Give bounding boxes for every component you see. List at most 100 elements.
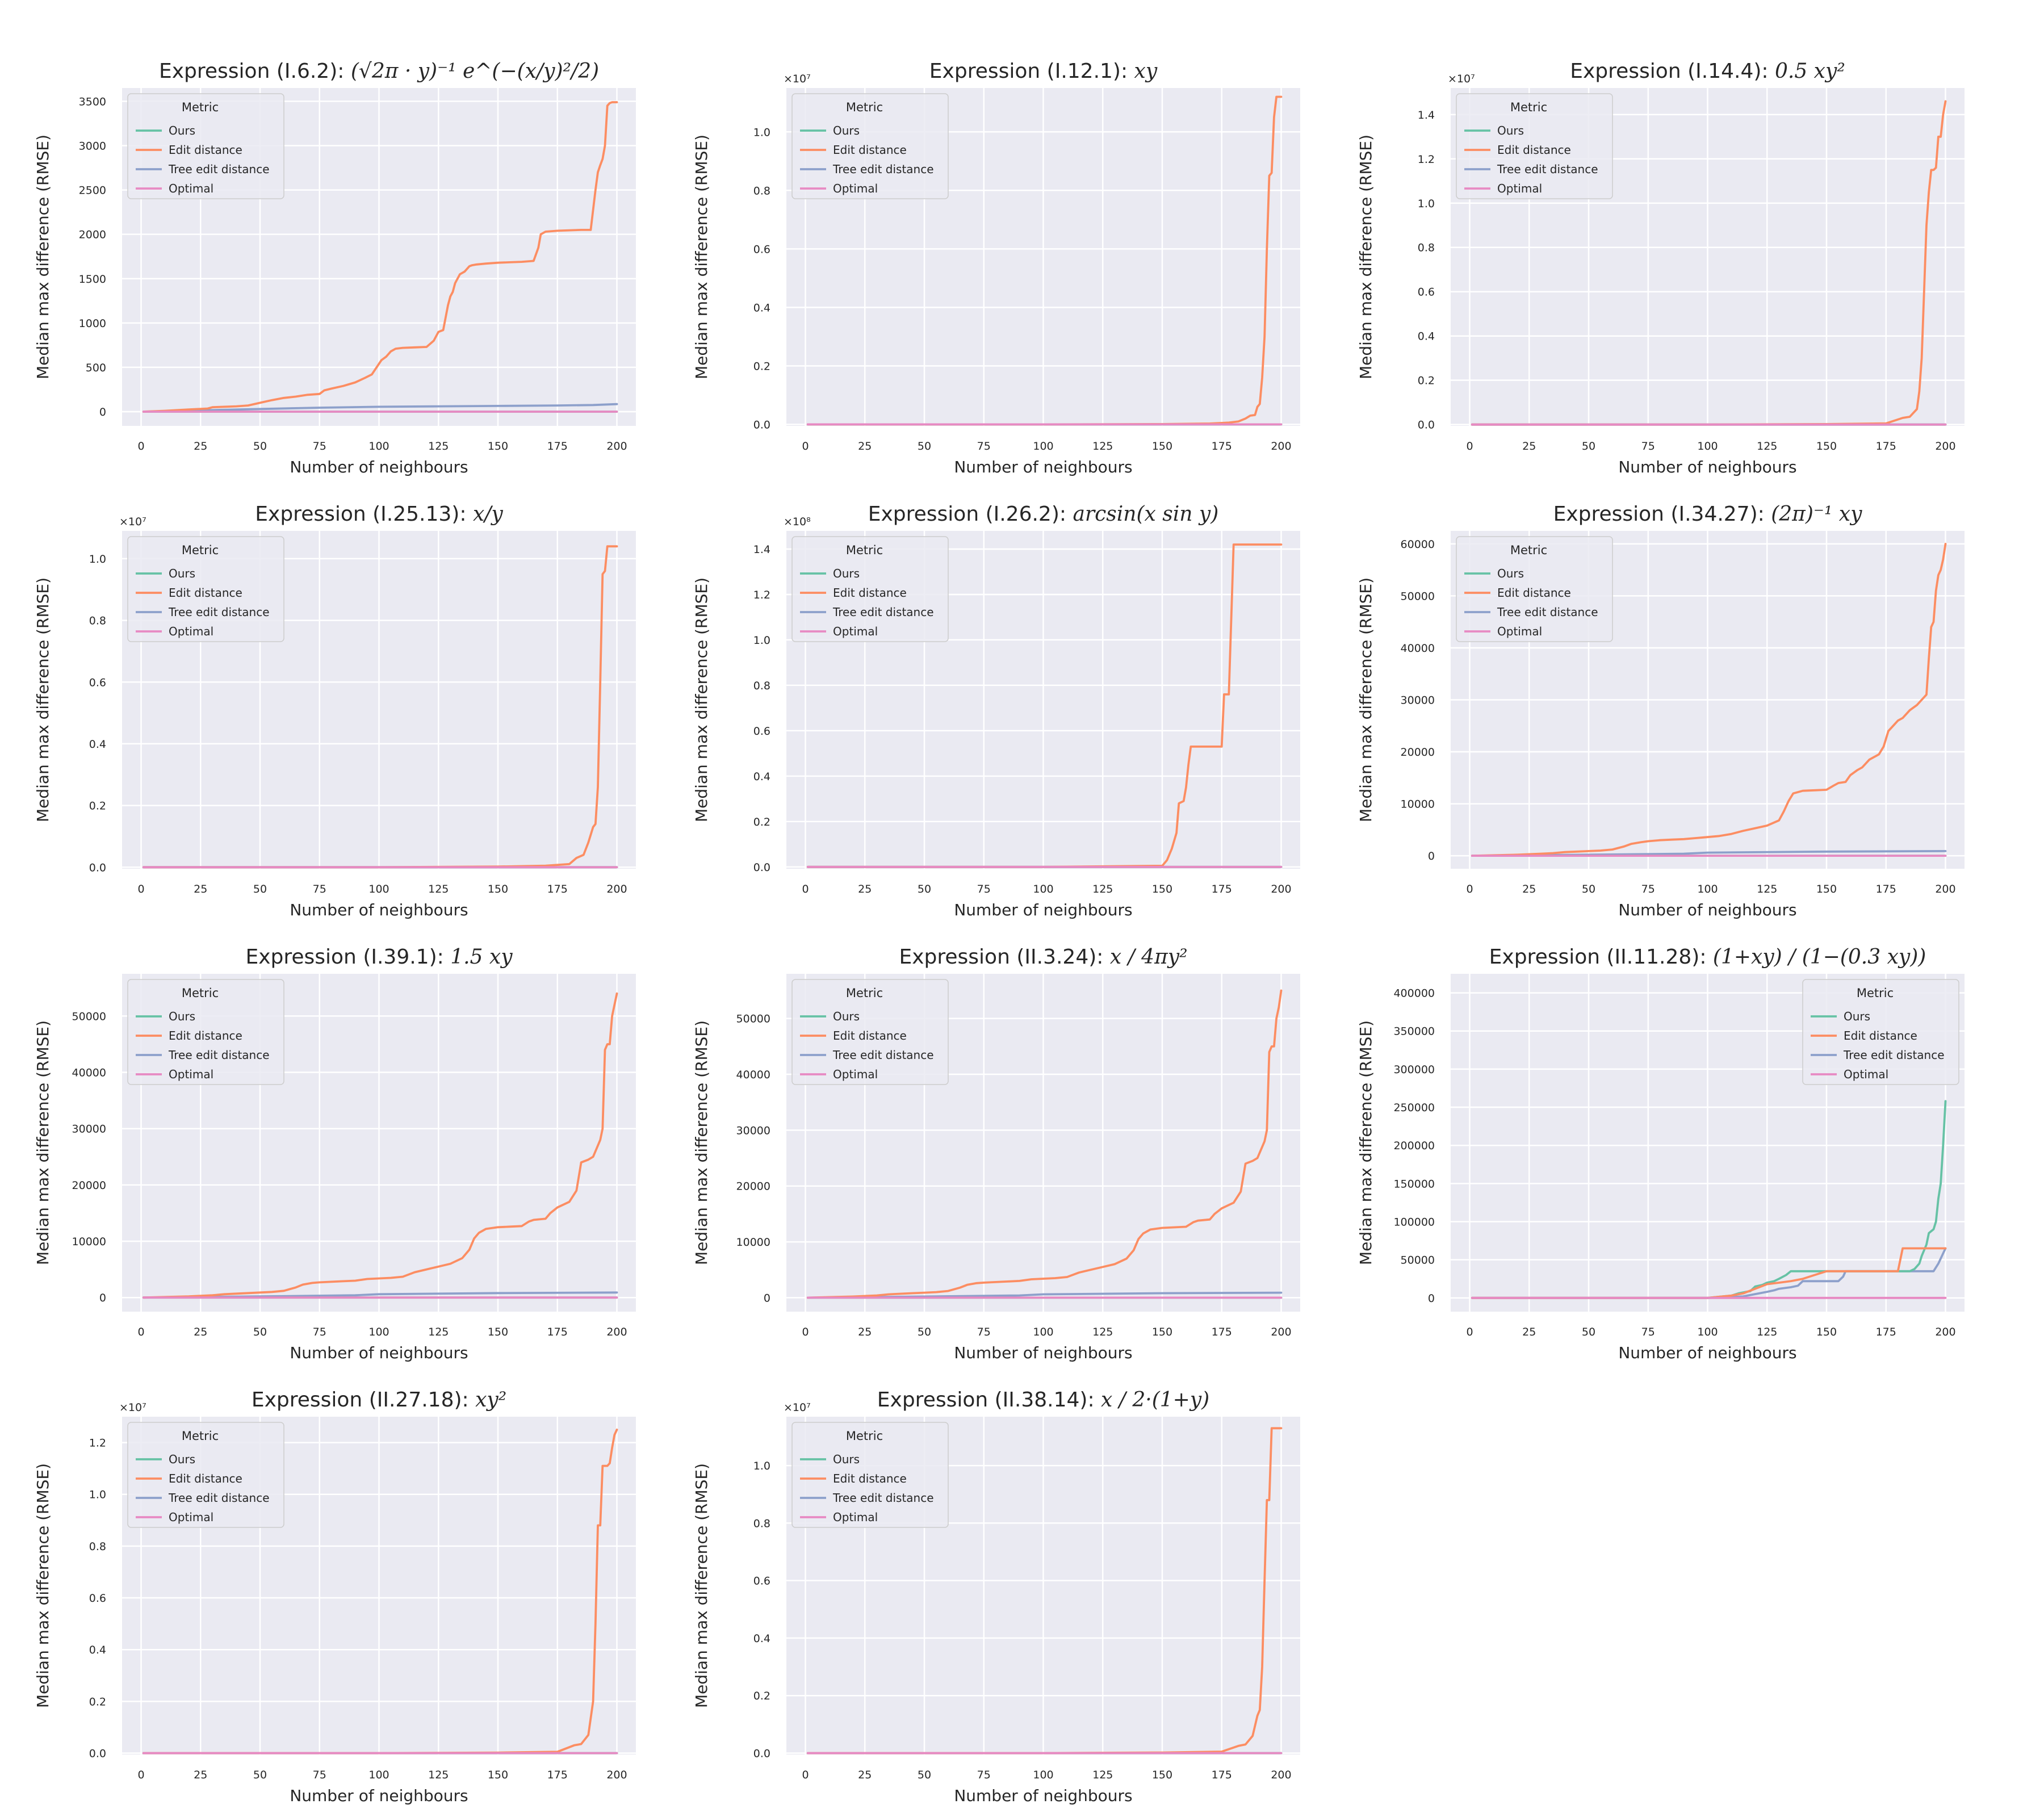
legend-title: Metric (846, 543, 883, 557)
x-tick-label: 75 (313, 883, 326, 895)
legend: Metric Ours Edit distance Tree edit distanc… (791, 1422, 949, 1528)
legend-entry: Ours (169, 567, 195, 580)
x-tick-label: 150 (488, 1326, 508, 1338)
x-axis-label: Number of neighbours (290, 901, 468, 919)
x-tick-label: 200 (606, 1326, 627, 1338)
y-tick-label: 0.8 (89, 615, 106, 627)
y-tick-label: 3000 (79, 140, 106, 153)
chart-panel-11: 0 25 50 75 100 125 150 175 200 0.0 0.2 0.4 0.6 0.8 1.0… (692, 1388, 1300, 1805)
x-tick-label: 175 (1212, 440, 1232, 453)
x-tick-label: 0 (1466, 883, 1473, 895)
legend-entry: Tree edit distance (1497, 605, 1598, 619)
chart-title: Expression (I.25.13): x/y (255, 503, 503, 526)
y-tick-label: 0 (764, 1292, 770, 1304)
legend-title: Metric (182, 101, 219, 114)
x-axis-label: Number of neighbours (954, 458, 1132, 476)
y-tick-label: 0.0 (1418, 419, 1435, 432)
x-tick-label: 100 (1697, 1326, 1718, 1338)
y-tick-label: 0.6 (1418, 286, 1435, 299)
chart-title-formula: xy² (475, 1388, 506, 1412)
x-tick-label: 0 (1466, 1326, 1473, 1338)
y-axis-label: Median max difference (RMSE) (33, 1020, 52, 1265)
x-tick-label: 0 (137, 883, 144, 895)
legend-entry: Ours (1497, 124, 1524, 137)
chart-title-label: Expression (II.38.14): (877, 1388, 1101, 1412)
x-tick-label: 50 (918, 1326, 931, 1338)
x-tick-label: 100 (368, 1326, 389, 1338)
legend-box (127, 536, 284, 642)
legend-entry: Tree edit distance (832, 605, 934, 619)
legend-entry: Tree edit distance (168, 605, 270, 619)
chart-title: Expression (II.38.14): x / 2·(1+y) (877, 1388, 1209, 1412)
legend-entry: Optimal (169, 182, 213, 195)
x-tick-label: 100 (1033, 1326, 1053, 1338)
x-tick-label: 100 (1033, 1769, 1053, 1781)
y-tick-label: 0.6 (753, 243, 770, 256)
y-tick-label: 0.6 (753, 725, 770, 738)
y-offset-label: ×10⁸ (784, 516, 811, 528)
legend-title: Metric (1857, 986, 1894, 1000)
legend-entry: Ours (169, 1010, 195, 1023)
x-tick-label: 200 (606, 440, 627, 453)
series-line-tree-edit-distance (1471, 1247, 1947, 1299)
chart-title-formula: x / 4πy² (1110, 945, 1188, 969)
legend-entry: Edit distance (833, 143, 907, 157)
chart-title-label: Expression (I.6.2): (159, 60, 351, 83)
chart-title-formula: (√2π · y)⁻¹ e^(−(x/y)²/2) (351, 60, 599, 83)
chart-title-label: Expression (II.3.24): (899, 945, 1109, 969)
x-axis-label: Number of neighbours (954, 901, 1132, 919)
chart-panel-10: 0 25 50 75 100 125 150 175 200 0.0 0.2 0.4 0.6 0.8 1.0… (33, 1388, 636, 1805)
legend-entry: Optimal (1844, 1067, 1888, 1081)
x-tick-label: 200 (1271, 1769, 1291, 1781)
chart-panel-9: 0 25 50 75 100 125 150 175 200 0 50000 100000 150000… (1356, 945, 1965, 1362)
series-line-edit-distance (1471, 543, 1947, 857)
x-tick-label: 150 (1152, 1326, 1172, 1338)
x-tick-label: 125 (1092, 1769, 1113, 1781)
legend-box (791, 93, 949, 199)
x-tick-label: 0 (137, 440, 144, 453)
legend-entry: Ours (1497, 567, 1524, 580)
y-tick-label: 20000 (736, 1180, 770, 1193)
y-tick-label: 3500 (79, 95, 106, 108)
legend: Metric Ours Edit distance Tree edit distanc… (127, 536, 284, 642)
y-tick-label: 0.4 (753, 771, 770, 783)
x-tick-label: 75 (977, 1326, 991, 1338)
x-tick-label: 50 (918, 1769, 931, 1781)
x-tick-label: 125 (428, 440, 449, 453)
y-tick-label: 10000 (1401, 798, 1435, 811)
y-tick-label: 30000 (1401, 694, 1435, 707)
series-line-edit-distance (142, 101, 618, 413)
legend-entry: Optimal (833, 625, 878, 638)
x-tick-label: 175 (1212, 883, 1232, 895)
legend: Metric Ours Edit distance Tree edit distanc… (791, 979, 949, 1085)
legend-entry: Edit distance (169, 1029, 242, 1043)
x-tick-label: 125 (1757, 1326, 1777, 1338)
y-tick-label: 350000 (1393, 1025, 1435, 1038)
x-tick-label: 50 (1582, 1326, 1595, 1338)
x-tick-label: 25 (194, 1769, 207, 1781)
y-tick-label: 0.4 (753, 302, 770, 314)
x-tick-label: 50 (253, 440, 267, 453)
y-tick-label: 500 (86, 362, 106, 374)
x-tick-label: 125 (428, 1326, 449, 1338)
y-tick-label: 20000 (1401, 746, 1435, 759)
legend-entry: Edit distance (169, 143, 242, 157)
y-tick-label: 50000 (1401, 590, 1435, 602)
legend-entry: Optimal (1497, 182, 1542, 195)
x-tick-label: 175 (1876, 883, 1896, 895)
x-tick-label: 100 (1697, 883, 1718, 895)
legend: Metric Ours Edit distance Tree edit distanc… (127, 979, 284, 1085)
y-tick-label: 0.8 (753, 185, 770, 197)
y-tick-label: 1.2 (1418, 153, 1435, 166)
x-tick-label: 75 (313, 1326, 326, 1338)
y-tick-label: 0.0 (89, 861, 106, 874)
chart-title: Expression (I.26.2): arcsin(x sin y) (868, 503, 1219, 526)
x-axis-label: Number of neighbours (290, 1343, 468, 1362)
y-tick-label: 40000 (736, 1069, 770, 1081)
y-tick-label: 0.8 (1418, 242, 1435, 254)
legend: Metric Ours Edit distance Tree edit distanc… (127, 1422, 284, 1528)
chart-title-formula: (1+xy) / (1−(0.3 xy)) (1713, 945, 1926, 969)
legend-title: Metric (1510, 543, 1547, 557)
y-tick-label: 2000 (79, 229, 106, 241)
legend: Metric Ours Edit distance Tree edit distanc… (791, 536, 949, 642)
